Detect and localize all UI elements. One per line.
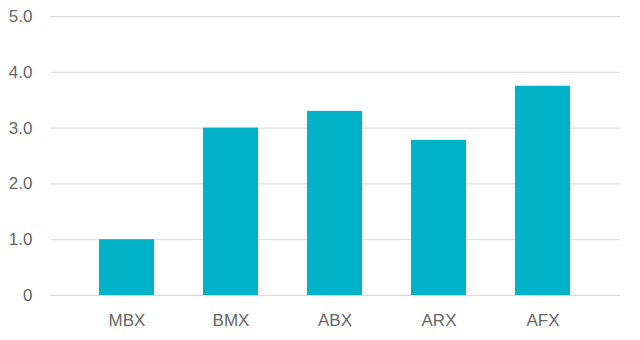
svg-text:0: 0 bbox=[23, 286, 32, 305]
svg-text:AFX: AFX bbox=[526, 311, 559, 330]
svg-text:MBX: MBX bbox=[109, 311, 146, 330]
svg-text:4.0: 4.0 bbox=[9, 63, 33, 82]
svg-text:BMX: BMX bbox=[213, 311, 250, 330]
svg-text:ABX: ABX bbox=[318, 311, 352, 330]
svg-text:ARX: ARX bbox=[422, 311, 457, 330]
svg-text:5.0: 5.0 bbox=[9, 7, 33, 26]
svg-text:2.0: 2.0 bbox=[9, 174, 33, 193]
svg-text:3.0: 3.0 bbox=[9, 119, 33, 138]
svg-text:1.0: 1.0 bbox=[9, 230, 33, 249]
